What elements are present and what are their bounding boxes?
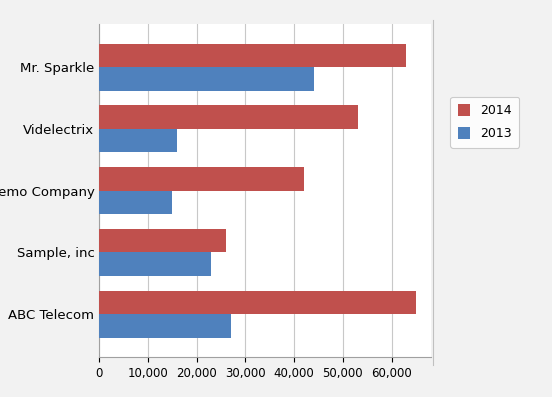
Legend: 2014, 2013: 2014, 2013 bbox=[450, 97, 519, 148]
Bar bbox=[99, 67, 314, 91]
Bar bbox=[99, 105, 358, 129]
Bar bbox=[99, 167, 304, 191]
Bar bbox=[99, 191, 172, 214]
Bar bbox=[99, 252, 211, 276]
Bar bbox=[99, 129, 177, 152]
Bar bbox=[99, 229, 226, 252]
Bar bbox=[99, 291, 416, 314]
Bar bbox=[99, 44, 406, 67]
Bar bbox=[99, 314, 231, 337]
